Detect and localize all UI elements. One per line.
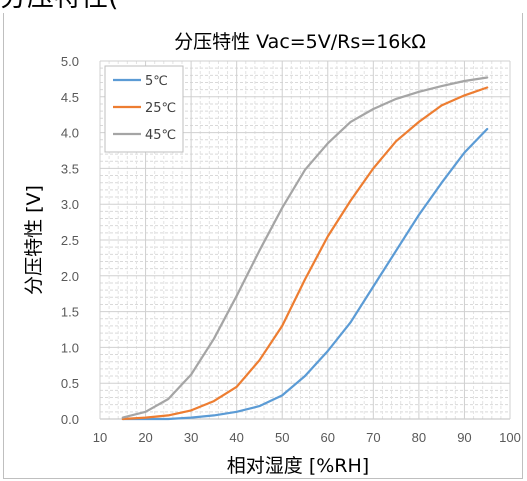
x-tick-label: 90 — [457, 430, 471, 445]
y-tick-label: 4.0 — [61, 126, 79, 141]
x-tick-label: 10 — [93, 430, 107, 445]
x-tick-label: 100 — [499, 430, 521, 445]
series-lines — [121, 76, 489, 421]
series-line — [121, 86, 489, 421]
y-tick-label: 5.0 — [61, 54, 79, 69]
y-tick-label: 1.5 — [61, 305, 79, 320]
chart-frame — [3, 13, 523, 479]
y-tick-label: 3.5 — [61, 161, 79, 176]
x-tick-label: 50 — [275, 430, 289, 445]
x-tick-label: 20 — [138, 430, 152, 445]
y-tick-label: 2.0 — [61, 269, 79, 284]
series-line — [121, 76, 489, 419]
chart-title: 分压特性 Vac=5V/Rs=16kΩ — [174, 31, 426, 53]
legend-label: 25℃ — [145, 101, 176, 116]
y-tick-label: 0.5 — [61, 376, 79, 391]
page-heading: 分压特性( — [0, 0, 119, 13]
y-tick-labels: 0.0 0.5 1.0 1.5 2.0 2.5 3.0 3.5 4.0 4.5 5.0 — [61, 54, 79, 427]
grid — [99, 60, 511, 420]
x-tick-label: 60 — [321, 430, 335, 445]
legend-label: 5℃ — [145, 74, 168, 89]
y-tick-label: 0.0 — [61, 412, 79, 427]
y-axis-label: 分压特性 [V] — [23, 185, 45, 295]
y-tick-label: 1.0 — [61, 340, 79, 355]
series-line — [121, 127, 489, 421]
x-tick-label: 40 — [229, 430, 243, 445]
x-tick-label: 30 — [184, 430, 198, 445]
x-tick-label: 70 — [366, 430, 380, 445]
legend: 5℃ 25℃ 45℃ — [104, 65, 184, 153]
legend-label: 45℃ — [145, 128, 176, 143]
x-tick-label: 80 — [412, 430, 426, 445]
x-tick-labels: 10 20 30 40 50 60 70 80 90 100 — [93, 430, 521, 445]
x-axis-label: 相对湿度 [%RH] — [227, 455, 369, 477]
y-tick-label: 2.5 — [61, 233, 79, 248]
y-tick-label: 4.5 — [61, 90, 79, 105]
y-tick-label: 3.0 — [61, 197, 79, 212]
